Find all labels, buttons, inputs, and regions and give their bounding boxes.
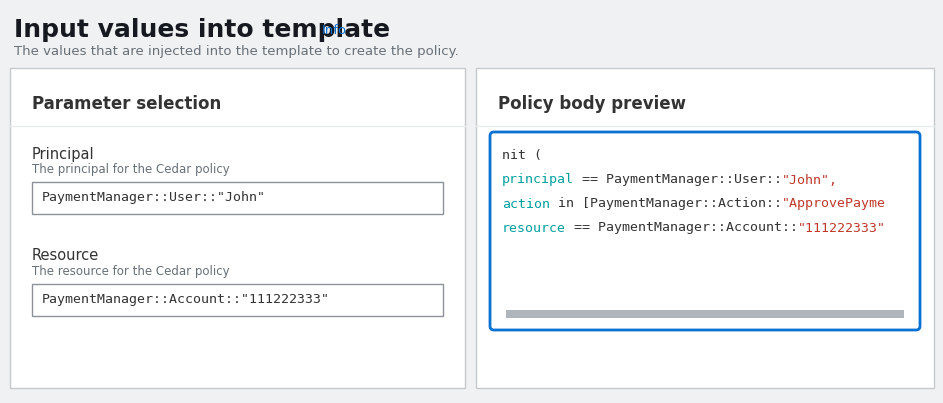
Text: Principal: Principal <box>32 147 94 162</box>
Text: resource: resource <box>502 222 566 235</box>
Text: "ApprovePayme: "ApprovePayme <box>782 197 886 210</box>
Text: "John",: "John", <box>782 174 838 187</box>
Text: "111222333": "111222333" <box>798 222 886 235</box>
Text: The values that are injected into the template to create the policy.: The values that are injected into the te… <box>14 46 458 58</box>
Text: Policy body preview: Policy body preview <box>498 95 686 113</box>
FancyBboxPatch shape <box>10 68 465 388</box>
Text: nit (: nit ( <box>502 150 542 162</box>
Text: in [PaymentManager::Action::: in [PaymentManager::Action:: <box>550 197 782 210</box>
Text: == PaymentManager::User::: == PaymentManager::User:: <box>574 174 782 187</box>
FancyBboxPatch shape <box>32 284 443 316</box>
Text: Info: Info <box>322 23 347 37</box>
FancyBboxPatch shape <box>490 132 920 330</box>
FancyBboxPatch shape <box>506 310 904 318</box>
FancyBboxPatch shape <box>32 182 443 214</box>
FancyBboxPatch shape <box>476 68 934 388</box>
Text: PaymentManager::User::"John": PaymentManager::User::"John" <box>42 191 266 204</box>
Text: The principal for the Cedar policy: The principal for the Cedar policy <box>32 164 230 177</box>
Text: PaymentManager::Account::"111222333": PaymentManager::Account::"111222333" <box>42 293 330 307</box>
Text: == PaymentManager::Account::: == PaymentManager::Account:: <box>566 222 798 235</box>
Text: The resource for the Cedar policy: The resource for the Cedar policy <box>32 266 230 278</box>
Text: Resource: Resource <box>32 249 99 264</box>
Text: action: action <box>502 197 550 210</box>
Text: principal: principal <box>502 174 574 187</box>
Text: Parameter selection: Parameter selection <box>32 95 222 113</box>
Text: Input values into template: Input values into template <box>14 18 390 42</box>
